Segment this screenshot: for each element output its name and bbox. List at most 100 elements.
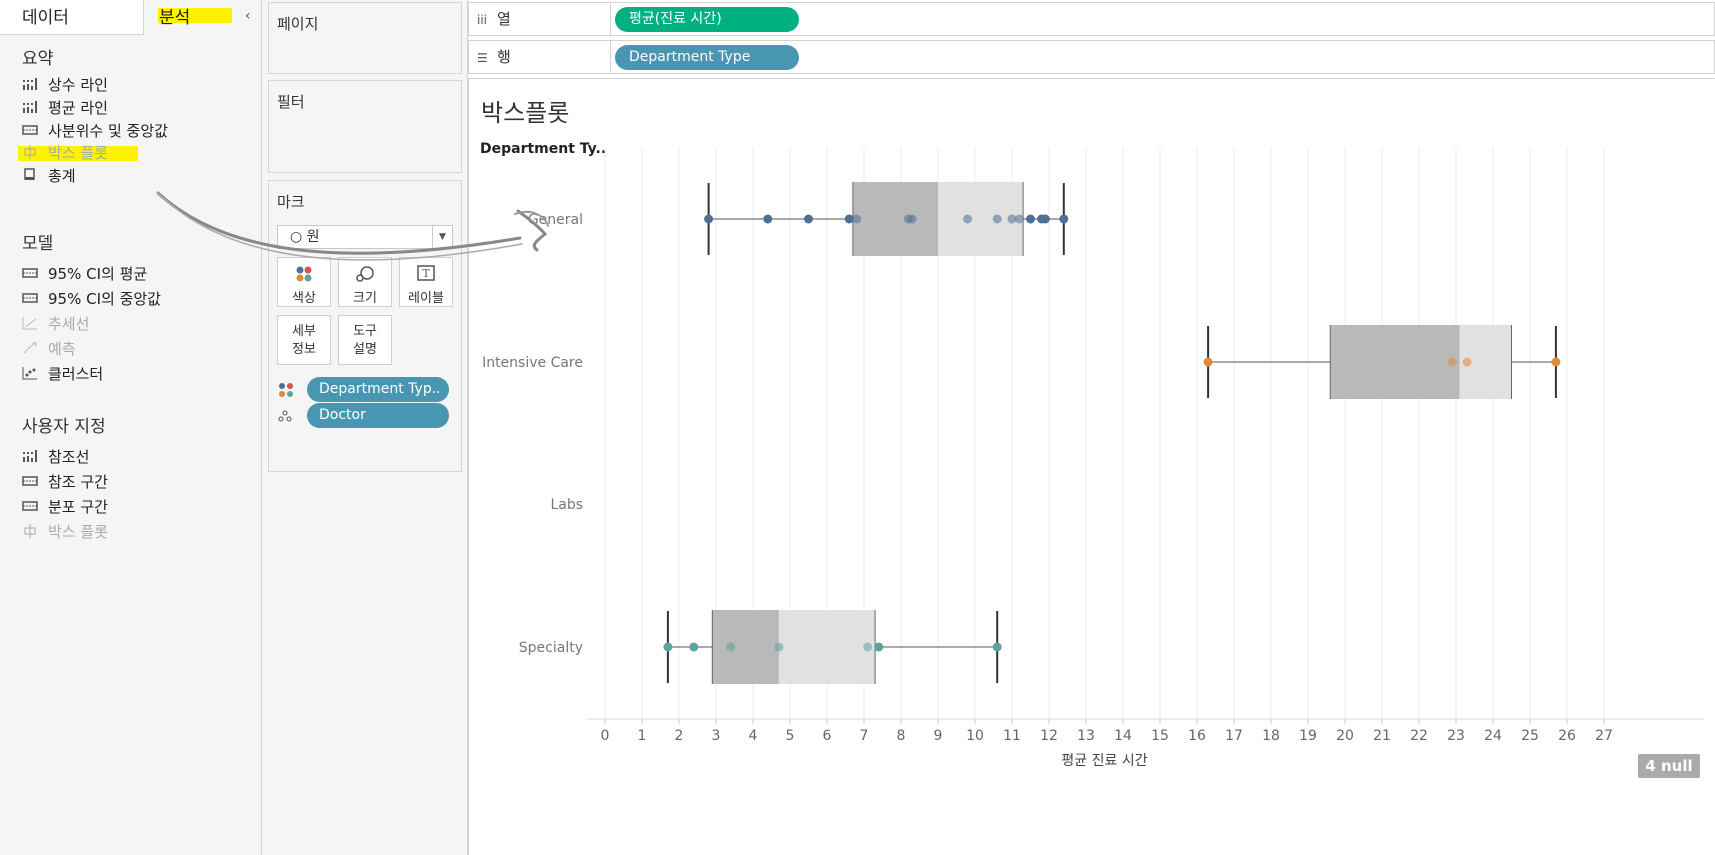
columns-shelf-label: iii 열 — [469, 3, 611, 35]
x-tick-label: 12 — [1040, 728, 1058, 744]
size-icon — [356, 266, 374, 282]
columns-icon: iii — [477, 13, 488, 27]
pane-tabs: 데이터 분석 ‹ — [0, 0, 262, 35]
avg-treatment-time-pill[interactable]: 평균(진료 시간) — [615, 7, 799, 32]
filters-card-title: 필터 — [277, 93, 305, 111]
cluster-icon — [22, 367, 37, 380]
tab-analysis[interactable]: 분석 — [144, 0, 262, 35]
item-label: 클러스터 — [48, 365, 104, 383]
tab-data[interactable]: 데이터 — [0, 0, 144, 35]
color-button-label: 색상 — [292, 291, 316, 306]
data-point — [863, 642, 873, 652]
doctor-pill[interactable]: Doctor — [307, 403, 449, 428]
data-point — [1447, 357, 1457, 367]
x-tick-label: 19 — [1299, 728, 1317, 744]
item-reference-band[interactable]: 참조 구간 — [22, 471, 108, 493]
detail-button-label-1: 세부 — [292, 324, 316, 339]
x-tick-label: 13 — [1077, 728, 1095, 744]
lower-box — [852, 182, 938, 256]
data-point — [1462, 357, 1472, 367]
totals-icon — [24, 168, 35, 180]
color-dots-icon — [279, 383, 293, 397]
data-point — [804, 214, 813, 224]
department-type-row-pill[interactable]: Department Type — [615, 45, 799, 70]
x-tick-label: 3 — [712, 728, 721, 744]
color-icon — [296, 266, 312, 282]
mark-type-value: ○ 원 — [290, 229, 320, 245]
item-ci-mean[interactable]: 95% CI의 평균 — [22, 263, 147, 285]
tooltip-button[interactable]: 도구 설명 — [338, 315, 392, 365]
reference-line-icon — [23, 450, 37, 462]
rows-shelf[interactable]: ☰ 행 Department Type — [468, 40, 1715, 74]
item-trend-line[interactable]: 추세선 — [22, 313, 89, 335]
category-label: Specialty — [519, 640, 583, 656]
label-button[interactable]: T 레이블 — [399, 257, 453, 307]
x-tick-label: 20 — [1336, 728, 1354, 744]
item-cluster[interactable]: 클러스터 — [22, 363, 103, 385]
category-label: General — [528, 212, 583, 228]
item-box-plot[interactable]: 박스 플롯 — [18, 142, 138, 164]
tab-data-label: 데이터 — [22, 8, 69, 28]
item-label: 박스 플롯 — [48, 144, 108, 162]
x-tick-label: 5 — [786, 728, 795, 744]
department-type-pill[interactable]: Department Typ.. — [307, 377, 449, 402]
item-totals[interactable]: 총계 — [22, 165, 76, 187]
x-tick-label: 23 — [1447, 728, 1465, 744]
item-distribution-band[interactable]: 분포 구간 — [22, 496, 108, 518]
item-label: 분포 구간 — [48, 498, 108, 516]
item-constant-line[interactable]: 상수 라인 — [22, 74, 108, 96]
section-model-heading: 모델 — [22, 234, 54, 254]
x-tick-label: 18 — [1262, 728, 1280, 744]
pages-card[interactable]: 페이지 — [268, 2, 462, 74]
box-plot-icon — [24, 524, 36, 538]
category-label: Labs — [550, 497, 583, 513]
x-tick-label: 6 — [823, 728, 832, 744]
box-plot-chart[interactable]: 0 1 2 3 4 5 6 7 8 9 10 11 12 13 14 15 16 17 18 19 20 21 22 23 24… — [469, 79, 1714, 854]
band-icon — [22, 125, 38, 135]
item-label: 상수 라인 — [48, 76, 108, 94]
data-point — [1551, 357, 1561, 367]
chevron-left-icon[interactable]: ‹ — [245, 8, 251, 24]
item-custom-box-plot[interactable]: 박스 플롯 — [22, 521, 108, 543]
band-icon — [22, 476, 38, 486]
band-icon — [22, 293, 38, 303]
data-point — [874, 642, 884, 652]
label-icon: T — [417, 265, 435, 281]
mark-type-dropdown[interactable]: ○ 원 ▼ — [277, 225, 453, 249]
color-button[interactable]: 색상 — [277, 257, 331, 307]
data-point — [1007, 214, 1017, 224]
item-quartiles-median[interactable]: 사분위수 및 중앙값 — [22, 120, 168, 142]
item-forecast[interactable]: 예측 — [22, 338, 76, 360]
x-tick-label: 9 — [934, 728, 943, 744]
data-point — [844, 214, 854, 224]
marks-card-title: 마크 — [277, 193, 305, 211]
size-button[interactable]: 크기 — [338, 257, 392, 307]
columns-shelf[interactable]: iii 열 평균(진료 시간) — [468, 2, 1715, 36]
data-point — [1014, 214, 1024, 224]
sheet-title: 박스플롯 — [481, 99, 570, 127]
item-label: 참조 구간 — [48, 473, 108, 491]
item-reference-line[interactable]: 참조선 — [22, 446, 89, 468]
item-label: 사분위수 및 중앙값 — [48, 122, 168, 140]
x-tick-label: 25 — [1521, 728, 1539, 744]
rows-shelf-label: ☰ 행 — [469, 41, 611, 73]
x-tick-label: 10 — [966, 728, 984, 744]
null-indicator-badge[interactable]: 4 null — [1638, 754, 1700, 778]
data-point — [992, 214, 1002, 224]
x-tick-label: 4 — [749, 728, 758, 744]
chevron-down-icon[interactable]: ▼ — [432, 226, 452, 248]
detail-button[interactable]: 세부 정보 — [277, 315, 331, 365]
item-label: 95% CI의 중앙값 — [48, 290, 161, 308]
forecast-icon — [23, 342, 37, 354]
section-summary-heading: 요약 — [22, 49, 54, 69]
item-label: 박스 플롯 — [48, 523, 108, 541]
item-ci-median[interactable]: 95% CI의 중앙값 — [22, 288, 161, 310]
category-label: Intensive Care — [482, 355, 583, 371]
x-tick-label: 15 — [1151, 728, 1169, 744]
item-average-line[interactable]: 평균 라인 — [22, 97, 108, 119]
rows-icon: ☰ — [477, 51, 488, 65]
label-button-label: 레이블 — [408, 291, 444, 306]
row-field-header[interactable]: Department Ty.. — [480, 141, 607, 157]
data-point — [774, 642, 784, 652]
filters-card[interactable]: 필터 — [268, 80, 462, 173]
